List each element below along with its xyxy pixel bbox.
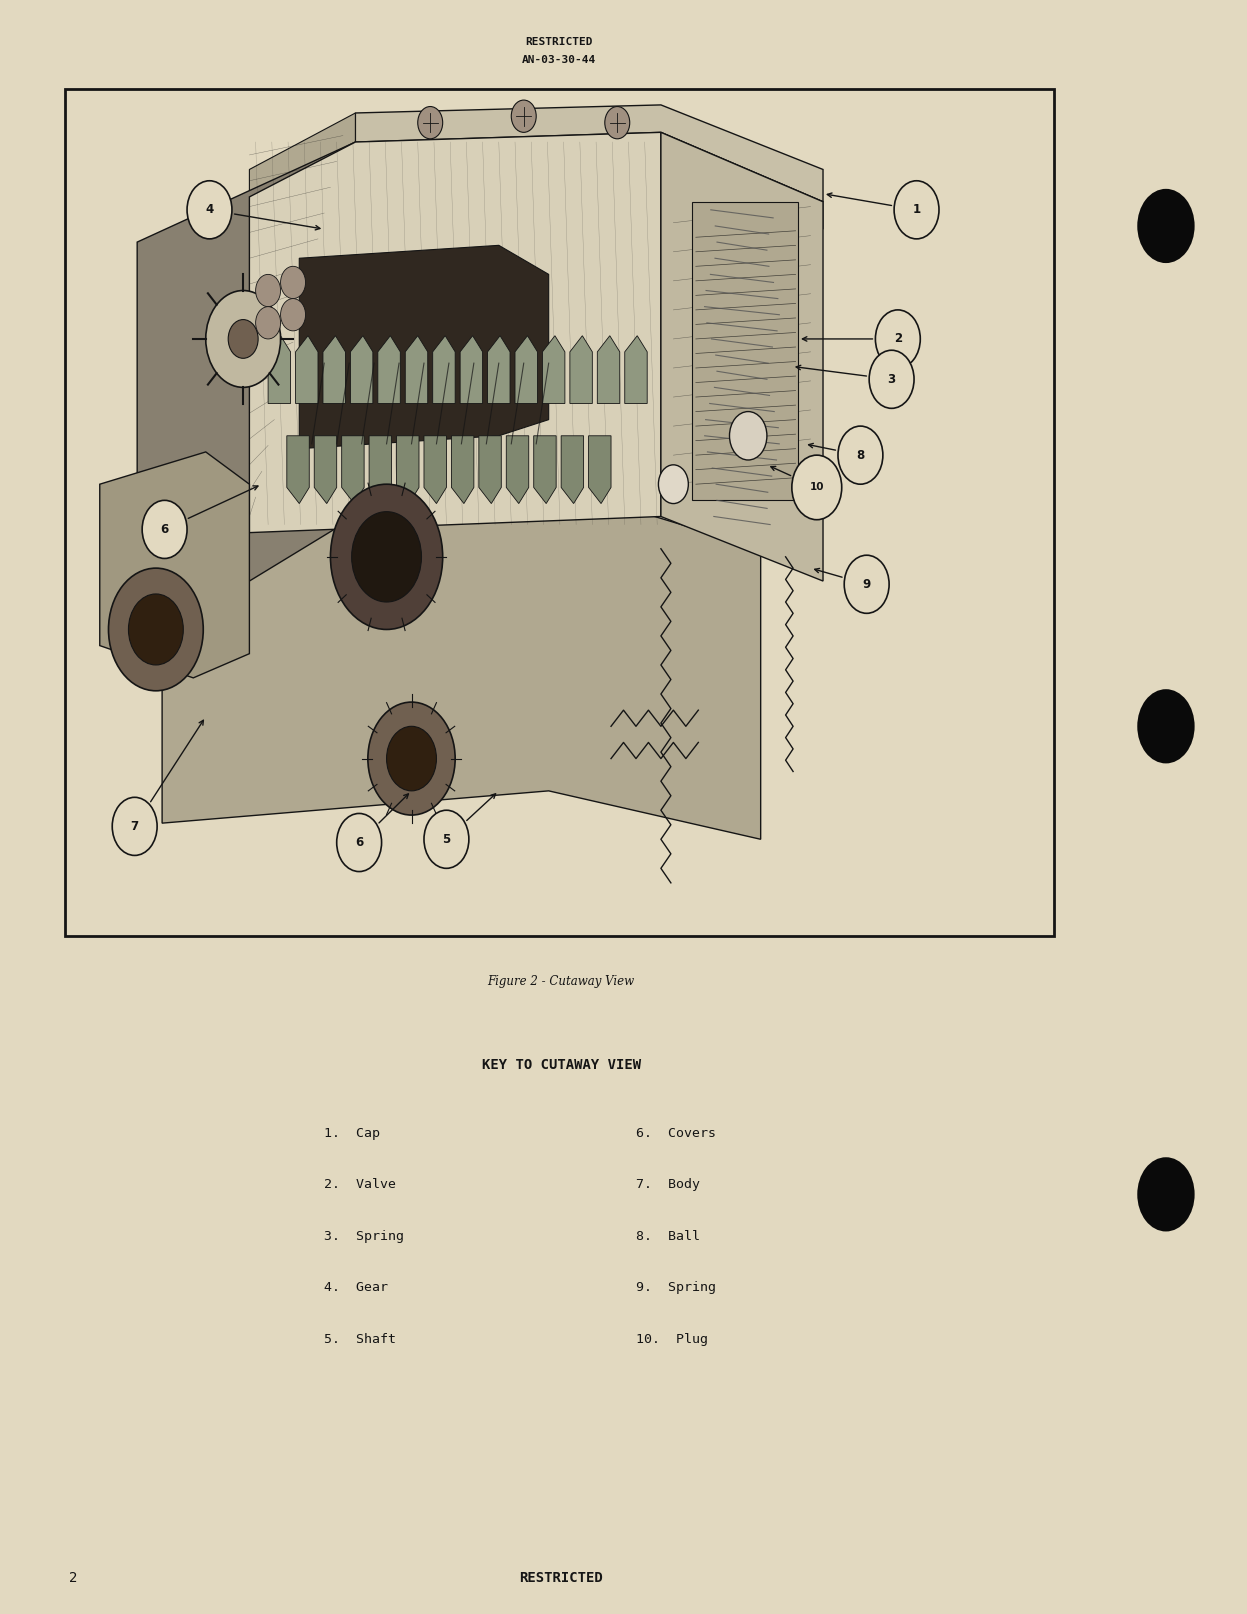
Circle shape	[605, 107, 630, 139]
Circle shape	[281, 266, 306, 299]
Polygon shape	[515, 336, 537, 404]
Text: RESTRICTED: RESTRICTED	[525, 37, 592, 47]
Circle shape	[838, 426, 883, 484]
Text: 4: 4	[206, 203, 213, 216]
Polygon shape	[249, 113, 355, 197]
Circle shape	[256, 274, 281, 307]
Polygon shape	[570, 336, 592, 404]
Circle shape	[256, 307, 281, 339]
Polygon shape	[369, 436, 392, 504]
Circle shape	[368, 702, 455, 815]
Text: 2: 2	[894, 332, 902, 345]
Circle shape	[869, 350, 914, 408]
Polygon shape	[506, 436, 529, 504]
Polygon shape	[137, 142, 355, 581]
Polygon shape	[268, 336, 291, 404]
Circle shape	[894, 181, 939, 239]
Circle shape	[387, 726, 436, 791]
Polygon shape	[661, 132, 823, 581]
Circle shape	[792, 455, 842, 520]
Circle shape	[281, 299, 306, 331]
Polygon shape	[451, 436, 474, 504]
Text: AN-03-30-44: AN-03-30-44	[521, 55, 596, 65]
Text: 4.  Gear: 4. Gear	[324, 1282, 388, 1294]
Circle shape	[352, 512, 421, 602]
Circle shape	[108, 568, 203, 691]
Text: 2.  Valve: 2. Valve	[324, 1178, 397, 1191]
Text: 9: 9	[863, 578, 870, 591]
Polygon shape	[299, 245, 549, 449]
Circle shape	[424, 810, 469, 868]
Text: 10.  Plug: 10. Plug	[636, 1333, 708, 1346]
Circle shape	[418, 107, 443, 139]
Circle shape	[142, 500, 187, 558]
Circle shape	[1137, 689, 1195, 763]
Text: 2: 2	[69, 1572, 77, 1585]
Polygon shape	[561, 436, 584, 504]
Polygon shape	[249, 132, 661, 533]
Polygon shape	[542, 336, 565, 404]
Bar	[692, 202, 798, 500]
Polygon shape	[661, 132, 823, 229]
Text: 3.  Spring: 3. Spring	[324, 1230, 404, 1243]
Polygon shape	[378, 336, 400, 404]
Polygon shape	[342, 436, 364, 504]
Circle shape	[658, 465, 688, 504]
Polygon shape	[488, 336, 510, 404]
Polygon shape	[597, 336, 620, 404]
Circle shape	[511, 100, 536, 132]
Circle shape	[128, 594, 183, 665]
Circle shape	[729, 412, 767, 460]
Circle shape	[1137, 1157, 1195, 1231]
Circle shape	[337, 813, 382, 872]
Text: Figure 2 - Cutaway View: Figure 2 - Cutaway View	[488, 975, 635, 988]
Text: 6: 6	[355, 836, 363, 849]
Circle shape	[112, 797, 157, 855]
Text: 1: 1	[913, 203, 920, 216]
Polygon shape	[479, 436, 501, 504]
Circle shape	[875, 310, 920, 368]
Bar	[65, 89, 1054, 936]
Polygon shape	[323, 336, 345, 404]
Text: 9.  Spring: 9. Spring	[636, 1282, 716, 1294]
Text: 8: 8	[857, 449, 864, 462]
Polygon shape	[405, 336, 428, 404]
Polygon shape	[162, 484, 761, 839]
Text: 6.  Covers: 6. Covers	[636, 1127, 716, 1139]
Polygon shape	[460, 336, 483, 404]
Circle shape	[330, 484, 443, 629]
Circle shape	[1137, 189, 1195, 263]
Polygon shape	[589, 436, 611, 504]
Text: KEY TO CUTAWAY VIEW: KEY TO CUTAWAY VIEW	[481, 1059, 641, 1072]
Polygon shape	[397, 436, 419, 504]
Polygon shape	[287, 436, 309, 504]
Polygon shape	[424, 436, 446, 504]
Text: 7.  Body: 7. Body	[636, 1178, 700, 1191]
Text: RESTRICTED: RESTRICTED	[519, 1572, 604, 1585]
Polygon shape	[534, 436, 556, 504]
Polygon shape	[100, 452, 249, 678]
Text: 10: 10	[809, 483, 824, 492]
Circle shape	[228, 320, 258, 358]
Text: 5: 5	[443, 833, 450, 846]
Text: 3: 3	[888, 373, 895, 386]
Text: 5.  Shaft: 5. Shaft	[324, 1333, 397, 1346]
Polygon shape	[433, 336, 455, 404]
Circle shape	[187, 181, 232, 239]
Text: 8.  Ball: 8. Ball	[636, 1230, 700, 1243]
Circle shape	[844, 555, 889, 613]
Polygon shape	[296, 336, 318, 404]
Circle shape	[206, 291, 281, 387]
Polygon shape	[625, 336, 647, 404]
Text: 7: 7	[131, 820, 138, 833]
Text: 1.  Cap: 1. Cap	[324, 1127, 380, 1139]
Polygon shape	[314, 436, 337, 504]
Polygon shape	[355, 105, 823, 202]
Polygon shape	[350, 336, 373, 404]
Text: 6: 6	[161, 523, 168, 536]
